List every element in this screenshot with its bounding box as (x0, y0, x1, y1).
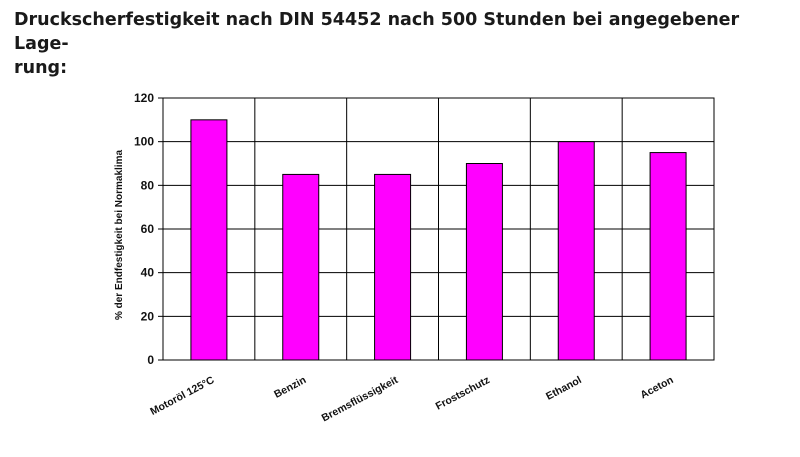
y-tick-label: 20 (141, 309, 155, 323)
bar-2 (374, 173, 412, 361)
x-tick-label: Benzin (272, 374, 308, 401)
x-tick-label: Bremsflüssigkeit (320, 374, 401, 425)
page-heading: Druckscherfestigkeit nach DIN 54452 nach… (14, 8, 794, 80)
chart-bars (190, 119, 687, 361)
bar-5 (649, 152, 687, 361)
y-tick-label: 0 (147, 353, 154, 367)
x-tick-label: Frostschutz (434, 374, 492, 413)
y-tick-labels: 0 20 40 60 80 100 120 (134, 91, 163, 367)
bar-3 (465, 163, 503, 361)
heading-line-2: rung: (14, 58, 68, 78)
y-tick-label: 120 (134, 91, 154, 105)
x-tick-label: Aceton (638, 374, 675, 401)
chart-grid (163, 97, 714, 361)
x-tick-label: Motoröl 125°C (148, 374, 216, 418)
y-tick-label: 40 (141, 266, 155, 280)
y-tick-label: 80 (141, 178, 155, 192)
x-tick-label: Ethanol (544, 374, 584, 403)
bar-1 (282, 173, 320, 361)
x-tick-labels: Motoröl 125°C Benzin Bremsflüssigkeit Frost… (148, 374, 675, 425)
heading-line-1: Druckscherfestigkeit nach DIN 54452 nach… (14, 10, 740, 54)
y-tick-label: 60 (141, 222, 155, 236)
y-tick-label: 100 (134, 135, 154, 149)
y-axis-label: % der Endfestigkeit bei Normaklima (114, 150, 125, 320)
bar-0 (190, 119, 228, 361)
bar-4 (557, 141, 595, 361)
